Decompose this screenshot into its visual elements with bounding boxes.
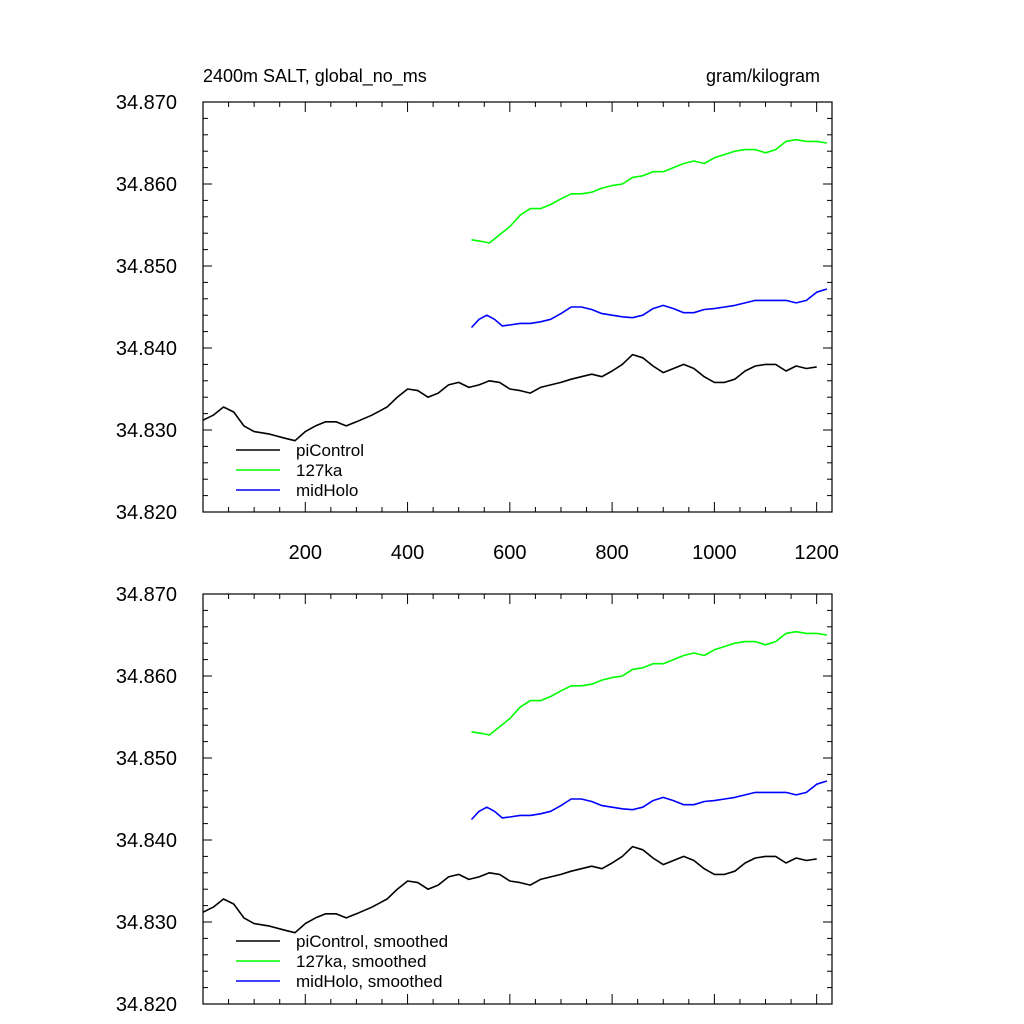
legend-label: midHolo, smoothed <box>296 972 442 991</box>
series-line-3 <box>470 288 828 329</box>
series-line-3 <box>470 780 828 821</box>
y-tick-label: 34.860 <box>116 174 177 196</box>
chart-title: 2400m SALT, global_no_ms <box>203 66 427 87</box>
y-tick-label: 34.820 <box>116 994 177 1016</box>
units-label: gram/kilogram <box>706 66 820 86</box>
x-tick-label: 200 <box>289 542 322 564</box>
plot-frame <box>202 101 833 513</box>
x-tick-label: 1200 <box>794 542 839 564</box>
axes-bottom: 34.820 34.830 34.840 34.850 34.860 34.870 <box>116 584 833 1016</box>
y-tick-label: 34.840 <box>116 830 177 852</box>
legend-label: 127ka <box>296 461 343 480</box>
series-line-2 <box>471 138 828 244</box>
y-tick-label: 34.830 <box>116 912 177 934</box>
y-tick-label: 34.850 <box>116 256 177 278</box>
y-tick-label: 34.830 <box>116 420 177 442</box>
plot-frame <box>202 593 833 1005</box>
y-tick-label: 34.860 <box>116 666 177 688</box>
x-tick-label: 600 <box>493 542 526 564</box>
panel-bottom: 34.820 34.830 34.840 34.850 34.860 34.870 piC… <box>116 584 833 1016</box>
x-tick-label: 800 <box>595 542 628 564</box>
legend-label: midHolo <box>296 481 358 500</box>
x-tick-label: 400 <box>391 542 424 564</box>
y-tick-label: 34.850 <box>116 748 177 770</box>
y-tick-label: 34.870 <box>116 92 177 114</box>
legend-label: piControl, smoothed <box>296 932 448 951</box>
series-line-2 <box>471 630 828 736</box>
panel-top: 2400m SALT, global_no_ms gram/kilogram 3… <box>116 66 839 564</box>
y-tick-label: 34.870 <box>116 584 177 606</box>
series-line-1 <box>202 353 817 442</box>
series-lines-top <box>202 138 828 442</box>
legend-label: 127ka, smoothed <box>296 952 426 971</box>
x-tick-label: 1000 <box>692 542 737 564</box>
legend-label: piControl <box>296 441 364 460</box>
series-line-1 <box>202 845 817 934</box>
y-tick-label: 34.840 <box>116 338 177 360</box>
axes-top: 34.820 34.830 34.840 34.850 34.860 34.870 200 4… <box>116 92 839 564</box>
series-lines-bottom <box>202 630 828 934</box>
y-tick-label: 34.820 <box>116 502 177 524</box>
